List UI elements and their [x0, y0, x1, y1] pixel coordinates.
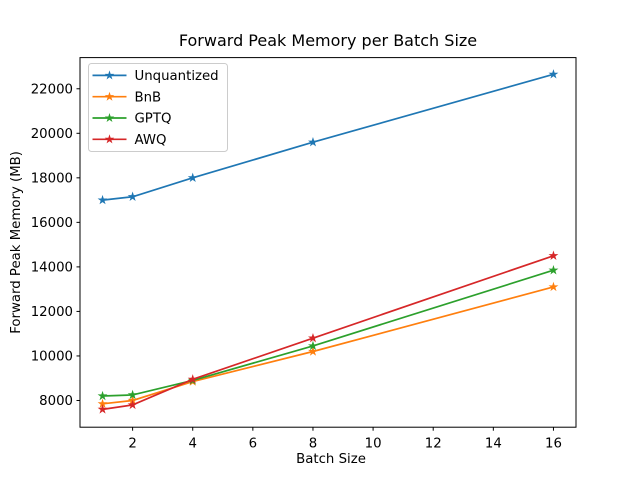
series-marker-awq-x8 [308, 332, 318, 343]
legend-item-unquantized: Unquantized [92, 69, 219, 84]
series-marker-unquantized-x8 [308, 137, 318, 147]
x-tick-label-14: 14 [485, 437, 502, 452]
legend-label-awq: AWQ [135, 133, 167, 148]
legend: Unquantized BnB GPTQ AWQ [88, 63, 228, 152]
legend-marker-gptq [104, 113, 115, 123]
x-tick-label-6: 6 [249, 437, 257, 452]
series-marker-gptq-x1 [97, 390, 108, 401]
series-marker-awq-x4 [187, 374, 198, 384]
legend-item-bnb: BnB [92, 90, 162, 105]
series-marker-awq-x1 [97, 404, 108, 414]
legend-marker-awq [104, 134, 115, 144]
series-marker-gptq-x2 [127, 389, 138, 400]
x-tick-label-2: 2 [128, 437, 136, 452]
y-tick-label-16000: 16000 [31, 216, 73, 231]
y-tick-label-12000: 12000 [31, 305, 73, 320]
y-tick-label-14000: 14000 [31, 261, 73, 276]
series-marker-unquantized-x4 [187, 172, 198, 183]
series-marker-awq-x2 [127, 399, 138, 410]
y-tick-label-22000: 22000 [31, 82, 73, 97]
series-marker-unquantized-x1 [97, 194, 108, 205]
axes-spines [79, 57, 577, 428]
y-tick-label-20000: 20000 [31, 127, 73, 142]
legend-marker-unquantized [104, 70, 115, 80]
y-tick-label-18000: 18000 [31, 172, 73, 187]
series-marker-gptq-x8 [308, 340, 318, 351]
x-axis-label: Batch Size [296, 452, 366, 467]
series-marker-bnb-x1 [97, 398, 108, 409]
x-tick-label-10: 10 [365, 437, 382, 452]
y-axis-label: Forward Peak Memory (MB) [9, 151, 24, 334]
chart-title: Forward Peak Memory per Batch Size [179, 31, 477, 50]
plot-area: 2 4 6 8 10 12 14 16 8000 10000 12000 14000 16000 1800… [31, 57, 577, 452]
x-tick-label-8: 8 [309, 437, 317, 452]
x-tick-label-4: 4 [188, 437, 196, 452]
legend-item-awq: AWQ [92, 133, 167, 148]
legend-item-gptq: GPTQ [92, 112, 172, 127]
y-tick-label-8000: 8000 [39, 394, 73, 409]
series-marker-unquantized-x16 [548, 69, 559, 79]
series-marker-awq-x16 [548, 250, 559, 260]
legend-label-unquantized: Unquantized [135, 69, 219, 84]
x-tick-label-16: 16 [545, 437, 562, 452]
legend-label-bnb: BnB [135, 90, 162, 105]
legend-label-gptq: GPTQ [135, 112, 172, 127]
legend-marker-bnb [104, 91, 115, 101]
series-marker-unquantized-x2 [127, 191, 138, 201]
y-tick-label-10000: 10000 [31, 350, 73, 365]
legend-box [88, 63, 228, 152]
series-marker-bnb-x8 [308, 346, 318, 356]
series-marker-gptq-x16 [548, 265, 559, 275]
series-marker-bnb-x16 [548, 281, 559, 292]
x-tick-label-12: 12 [425, 437, 442, 452]
